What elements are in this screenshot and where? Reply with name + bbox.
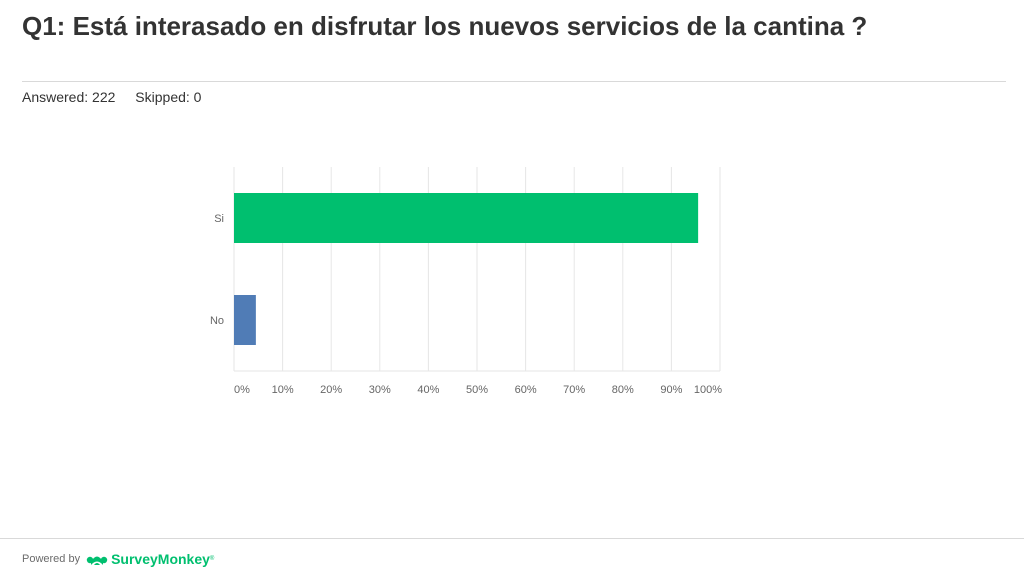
brand-registered-mark: ®: [209, 556, 215, 562]
surveymonkey-brand: SurveyMonkey: [111, 551, 210, 567]
x-tick-label: 100%: [694, 384, 722, 396]
category-label: Si: [214, 213, 224, 225]
x-tick-label: 90%: [660, 384, 682, 396]
bar-si: [234, 193, 699, 243]
response-stats: Answered: 222 Skipped: 0: [22, 88, 217, 106]
question-title: Q1: Está interasado en disfrutar los nue…: [22, 11, 868, 41]
footer-divider: [0, 538, 1024, 539]
bar-no: [234, 295, 256, 345]
x-tick-label: 10%: [272, 384, 294, 396]
x-tick-label: 50%: [466, 384, 488, 396]
skipped-count: Skipped: 0: [135, 89, 202, 105]
x-tick-label: 60%: [515, 384, 537, 396]
x-tick-label: 70%: [563, 384, 585, 396]
category-label: No: [210, 315, 224, 327]
x-tick-label: 80%: [612, 384, 634, 396]
x-tick-label: 20%: [320, 384, 342, 396]
title-divider: [22, 81, 1006, 82]
powered-by-label: Powered by: [22, 553, 81, 565]
x-tick-label: 0%: [234, 384, 250, 396]
surveymonkey-logo-icon: [86, 556, 108, 565]
footer: Powered by SurveyMonkey ®: [22, 549, 214, 569]
x-tick-label: 40%: [417, 384, 439, 396]
x-tick-label: 30%: [369, 384, 391, 396]
answered-count: Answered: 222: [22, 89, 116, 105]
